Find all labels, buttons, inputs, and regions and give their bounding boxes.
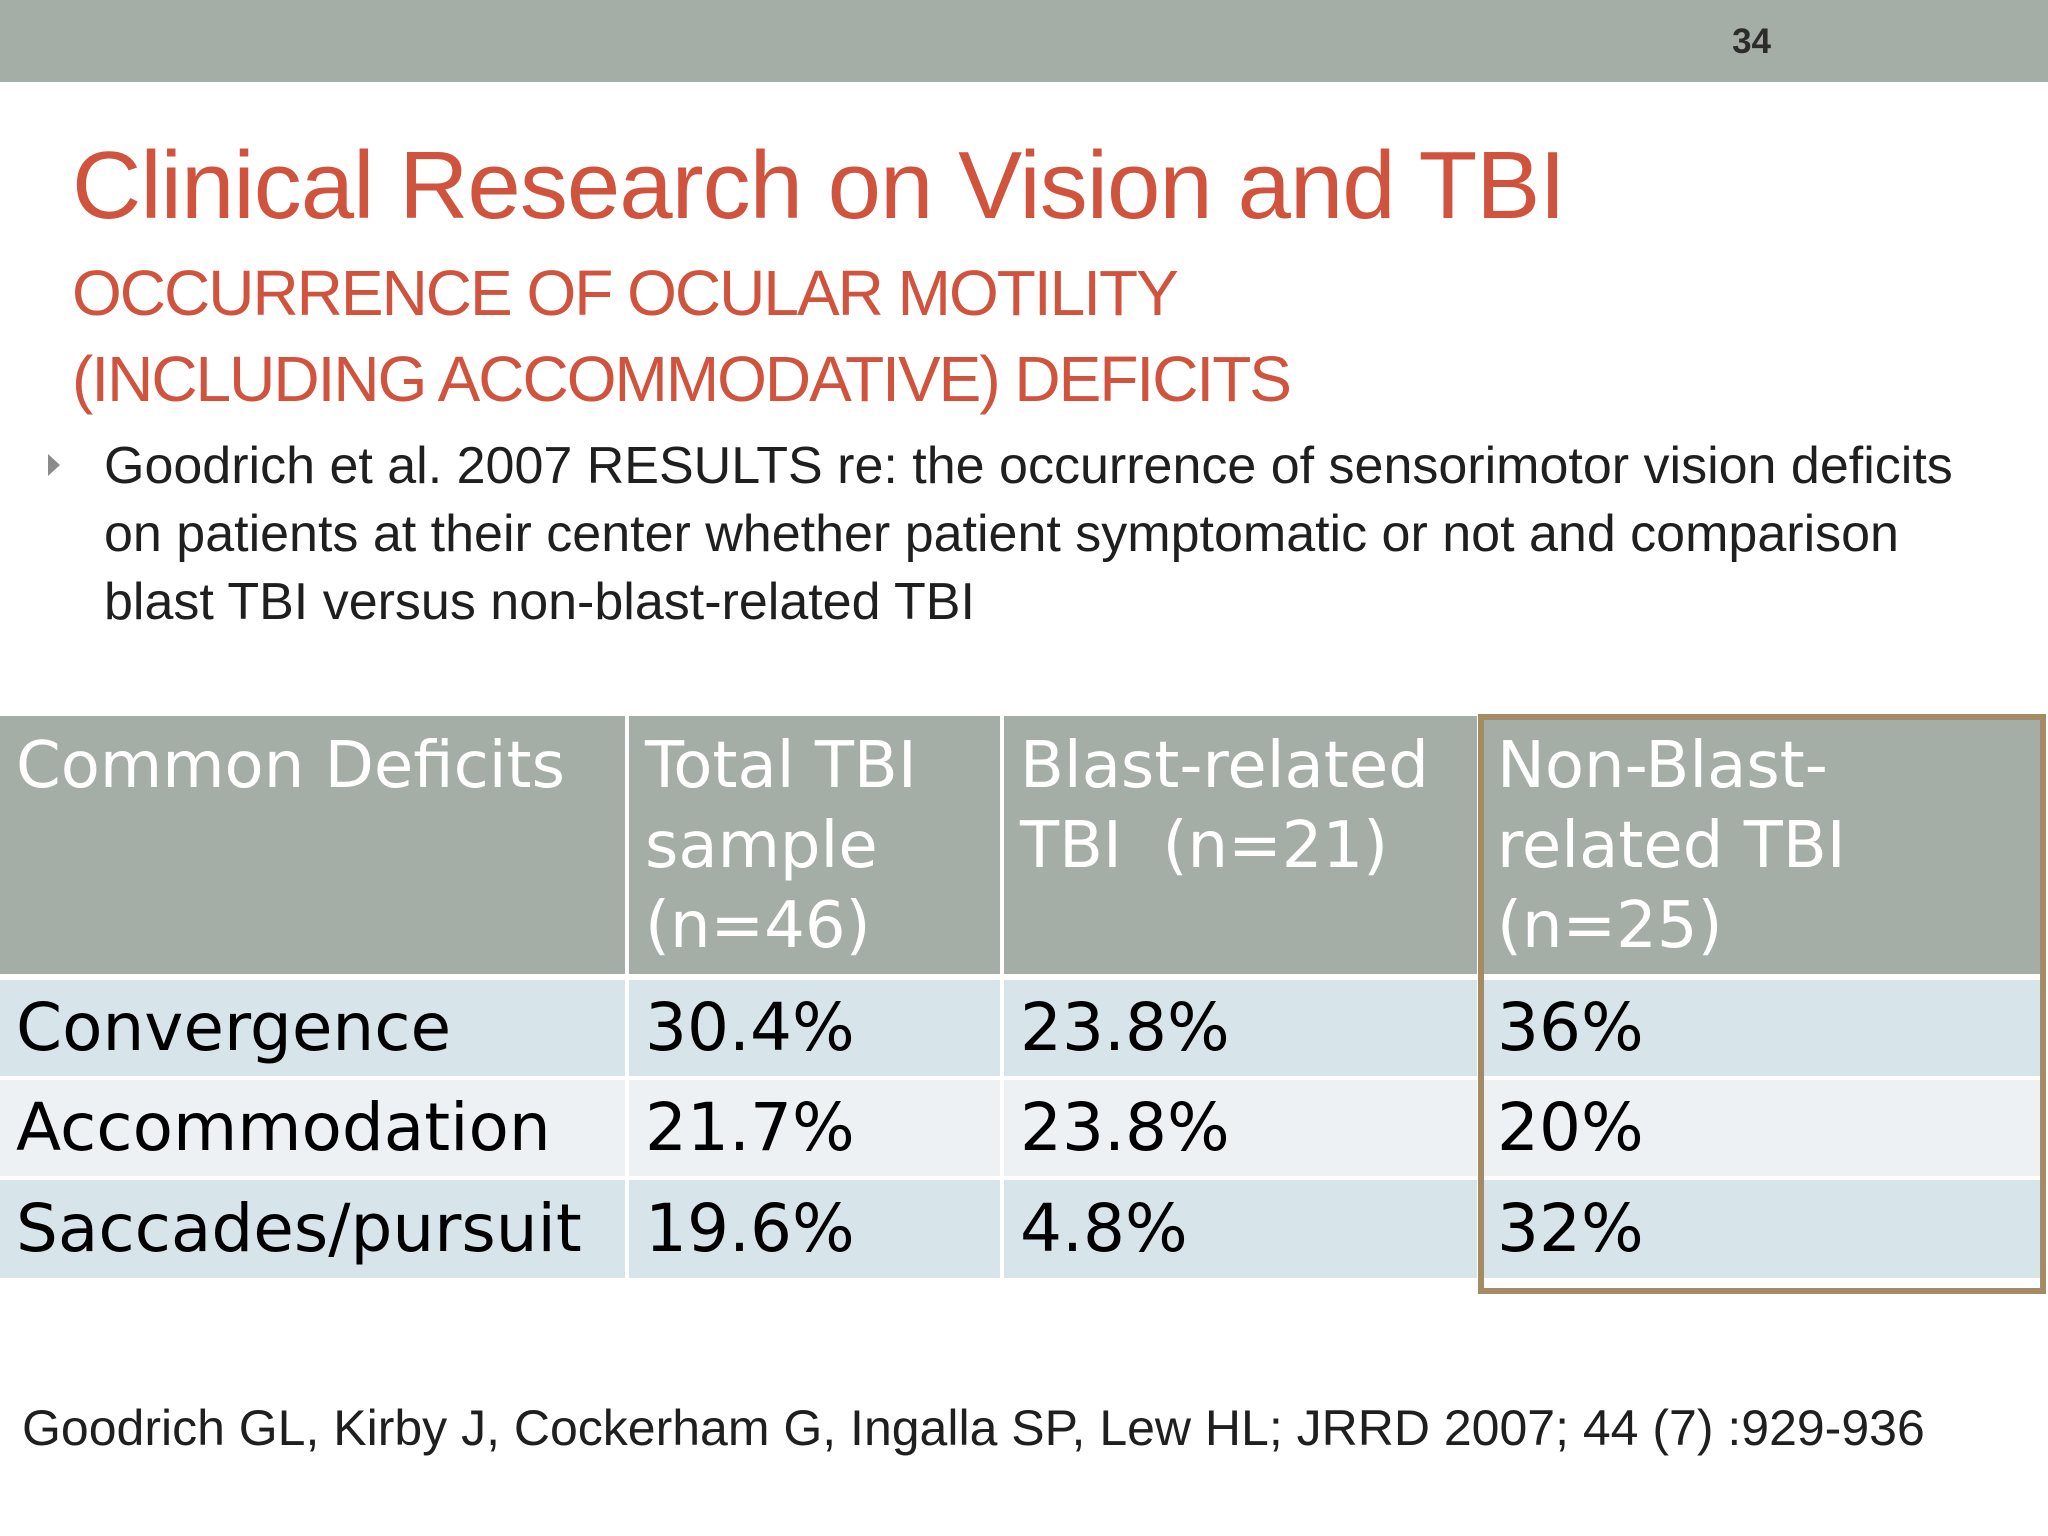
slide-number: 34 (1732, 22, 1771, 61)
header-line: sample (645, 809, 878, 883)
cell-total: 19.6% (625, 1176, 1002, 1278)
subtitle-line-2: (INCLUDING ACCOMMODATIVE) DEFICITS (72, 343, 1292, 415)
header-common-deficits: Common Deficits (0, 716, 627, 980)
citation-reference: Goodrich GL, Kirby J, Cockerham G, Ingal… (22, 1400, 1925, 1456)
table-row: Accommodation 21.7% 23.8% 20% (0, 1076, 2046, 1178)
slide-subtitle: OCCURRENCE OF OCULAR MOTILITY (INCLUDING… (72, 250, 1292, 422)
cell-non-blast: 32% (1477, 1176, 2046, 1278)
cell-blast: 23.8% (1000, 975, 1479, 1078)
cell-total: 30.4% (625, 975, 1002, 1078)
header-line: Common Deficits (16, 729, 565, 803)
slide-header-bar: 34 (0, 0, 2048, 82)
bullet-triangle-icon (48, 454, 60, 476)
header-non-blast-related: Non-Blast- related TBI (n=25) (1477, 716, 2046, 980)
deficits-table: Common Deficits Total TBI sample (n=46) … (0, 716, 2046, 1278)
table-header-row: Common Deficits Total TBI sample (n=46) … (0, 716, 2046, 980)
header-total-tbi: Total TBI sample (n=46) (625, 716, 1002, 980)
header-line: Non-Blast- (1497, 729, 1828, 803)
cell-blast: 4.8% (1000, 1176, 1479, 1278)
header-blast-related: Blast-related TBI (n=21) (1000, 716, 1479, 980)
subtitle-line-1: OCCURRENCE OF OCULAR MOTILITY (72, 257, 1179, 329)
slide-title: Clinical Research on Vision and TBI (72, 132, 1566, 239)
cell-non-blast: 20% (1477, 1076, 2046, 1178)
row-label: Convergence (0, 975, 627, 1078)
row-label: Saccades/pursuit (0, 1176, 627, 1278)
cell-non-blast: 36% (1477, 975, 2046, 1078)
header-line: Total TBI (645, 729, 917, 803)
header-line: Blast-related (1020, 729, 1429, 803)
cell-total: 21.7% (625, 1076, 1002, 1178)
table-row: Saccades/pursuit 19.6% 4.8% 32% (0, 1176, 2046, 1278)
table-row: Convergence 30.4% 23.8% 36% (0, 975, 2046, 1078)
header-line: related TBI (1497, 809, 1846, 883)
cell-blast: 23.8% (1000, 1076, 1479, 1178)
header-line: (n=46) (645, 889, 871, 963)
row-label: Accommodation (0, 1076, 627, 1178)
header-line: (n=25) (1497, 889, 1723, 963)
header-line: TBI (n=21) (1020, 809, 1389, 883)
bullet-text: Goodrich et al. 2007 RESULTS re: the occ… (104, 437, 1953, 631)
